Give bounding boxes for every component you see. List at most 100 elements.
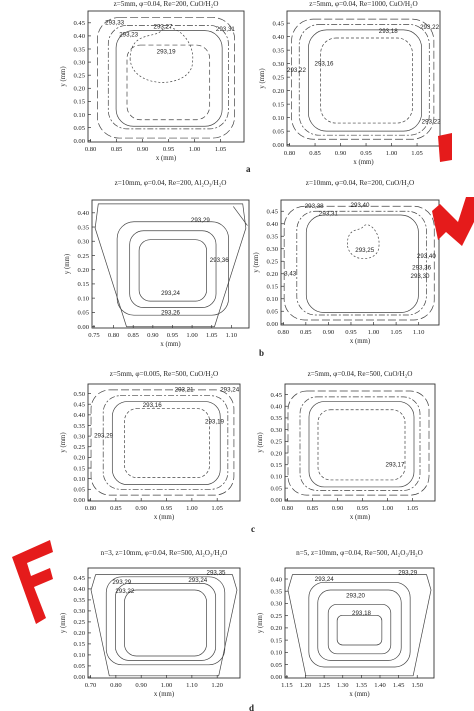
y-tick-label: 0.05	[270, 485, 282, 492]
y-tick-label: 0.15	[73, 465, 85, 472]
contour-line	[320, 37, 413, 124]
y-tick-label: 0.25	[270, 439, 282, 446]
x-tick-label: 0.85	[110, 505, 122, 512]
contour-line	[305, 214, 419, 313]
y-tick-label: 0.20	[73, 86, 85, 93]
y-tick-label: 0.35	[270, 415, 282, 422]
y-tick-label: 0.05	[73, 487, 85, 494]
y-axis-label: y (mm)	[253, 252, 260, 272]
y-tick-label: 0.45	[73, 402, 85, 409]
contour-label: 293,26	[161, 309, 180, 316]
panel-letter: d	[249, 703, 254, 711]
x-axis-label: x (mm)	[350, 514, 370, 521]
chart-title: z=5mm, φ=0.04, Re=200, CuO/H₂O	[114, 0, 219, 8]
contour-line	[102, 395, 229, 490]
contour-label: 293,29	[112, 579, 131, 586]
chart-title: z=5mm, φ=0.04, Re=500, CuO/H₂O	[308, 370, 413, 378]
contour-label: 293,24	[315, 576, 334, 583]
x-tick-label: 1.30	[337, 682, 349, 689]
watermark-shape	[438, 133, 452, 162]
contour-label: 293,36	[412, 264, 431, 271]
contour-label: 293,30	[411, 273, 430, 280]
y-tick-label: 0.35	[73, 597, 85, 604]
contour-line	[327, 603, 392, 655]
y-tick-label: 0.00	[270, 674, 282, 681]
contour-label: 293,20	[346, 592, 365, 599]
x-tick-label: 1.00	[382, 505, 394, 512]
y-tick-label: 0.20	[270, 450, 282, 457]
y-axis-label: y (mm)	[64, 254, 71, 274]
contour-lines	[90, 574, 238, 677]
contour-line	[94, 203, 247, 328]
y-tick-label: 0.45	[272, 20, 284, 27]
chart-title: z=10mm, φ=0.04, Re=200, Al₂O₃/H₂O	[115, 179, 227, 187]
x-tick-label: 0.90	[323, 329, 335, 336]
y-tick-label: 0.00	[73, 674, 85, 681]
contour-line	[115, 583, 217, 661]
x-tick-label: 0.85	[307, 505, 319, 512]
x-tick-label: 0.95	[345, 329, 357, 336]
x-axis-label: x (mm)	[349, 691, 369, 698]
y-tick-label: 0.15	[270, 462, 282, 469]
y-tick-label: 0.35	[73, 423, 85, 430]
contour-line	[287, 574, 432, 677]
y-tick-label: 0.25	[270, 613, 282, 620]
y-tick-label: 0.15	[270, 637, 282, 644]
contour-label: 3,43	[284, 271, 297, 278]
contour-label: 293,31	[319, 211, 338, 218]
contour-line	[317, 409, 406, 481]
contour-label: 293,40	[417, 253, 436, 260]
contour-line	[129, 230, 217, 308]
x-tick-label: 0.80	[277, 329, 289, 336]
y-tick-label: 0.15	[73, 99, 85, 106]
contour-label: 293,22	[420, 24, 439, 31]
contour-line	[233, 206, 248, 226]
chart-title: z=5mm, φ=0.005, Re=500, CuO/H₂O	[110, 370, 218, 378]
plot-frame	[284, 383, 436, 502]
x-tick-label: 1.00	[386, 150, 398, 157]
y-tick-label: 0.15	[272, 101, 284, 108]
y-tick-label: 0.10	[272, 115, 284, 122]
chart-title: z=10mm, φ=0.04, Re=200, CuO/H₂O	[306, 179, 414, 187]
contour-lines	[94, 203, 248, 328]
contour-label: 293,27	[154, 23, 173, 30]
y-tick-label: 0.10	[73, 476, 85, 483]
contour-line	[283, 205, 435, 321]
contour-lines	[283, 205, 435, 321]
chart-title: n=5, z=10mm, φ=0.04, Re=500, Al₂O₃/H₂O	[296, 549, 423, 557]
x-tick-label: 1.25	[318, 682, 330, 689]
contour-label: 293,18	[379, 28, 398, 35]
panel-letter: a	[246, 164, 251, 174]
contour-line	[138, 239, 207, 302]
x-tick-label: 1.10	[413, 329, 425, 336]
y-tick-label: 0.10	[266, 296, 278, 303]
watermark-shape	[432, 197, 474, 246]
contour-line	[308, 29, 422, 132]
x-tick-label: 0.90	[135, 505, 147, 512]
chart-title: n=3, z=10mm, φ=0.04, Re=500, Al₂O₃/H₂O	[101, 549, 228, 557]
contour-label: 293,24	[188, 577, 207, 584]
y-tick-label: 0.05	[73, 125, 85, 132]
chart-panel-2: z=5mm, φ=0.04, Re=1000, CuO/H₂O 293,22 293…	[259, 0, 441, 166]
y-tick-label: 0.50	[73, 391, 85, 398]
x-tick-label: 1.05	[407, 505, 419, 512]
contour-label: 293,22	[422, 118, 441, 125]
y-tick-label: 0.20	[270, 625, 282, 632]
x-tick-label: 0.80	[108, 332, 120, 339]
x-tick-label: 0.90	[335, 150, 347, 157]
contour-label: 293,17	[386, 462, 405, 469]
y-tick-label: 0.15	[73, 641, 85, 648]
y-tick-label: 0.35	[77, 224, 89, 231]
y-tick-label: 0.40	[272, 34, 284, 41]
contour-label: 293,24	[220, 387, 239, 394]
y-tick-label: 0.40	[73, 586, 85, 593]
watermark-mark	[12, 133, 474, 624]
contour-line	[107, 25, 229, 130]
x-tick-label: 1.05	[390, 329, 402, 336]
y-tick-label: 0.25	[73, 619, 85, 626]
x-tick-label: 0.85	[111, 146, 123, 153]
y-axis-label: y (mm)	[60, 432, 67, 452]
contour-label: 293,31	[216, 26, 235, 33]
x-tick-label: 1.05	[206, 332, 218, 339]
contour-line	[105, 576, 226, 666]
